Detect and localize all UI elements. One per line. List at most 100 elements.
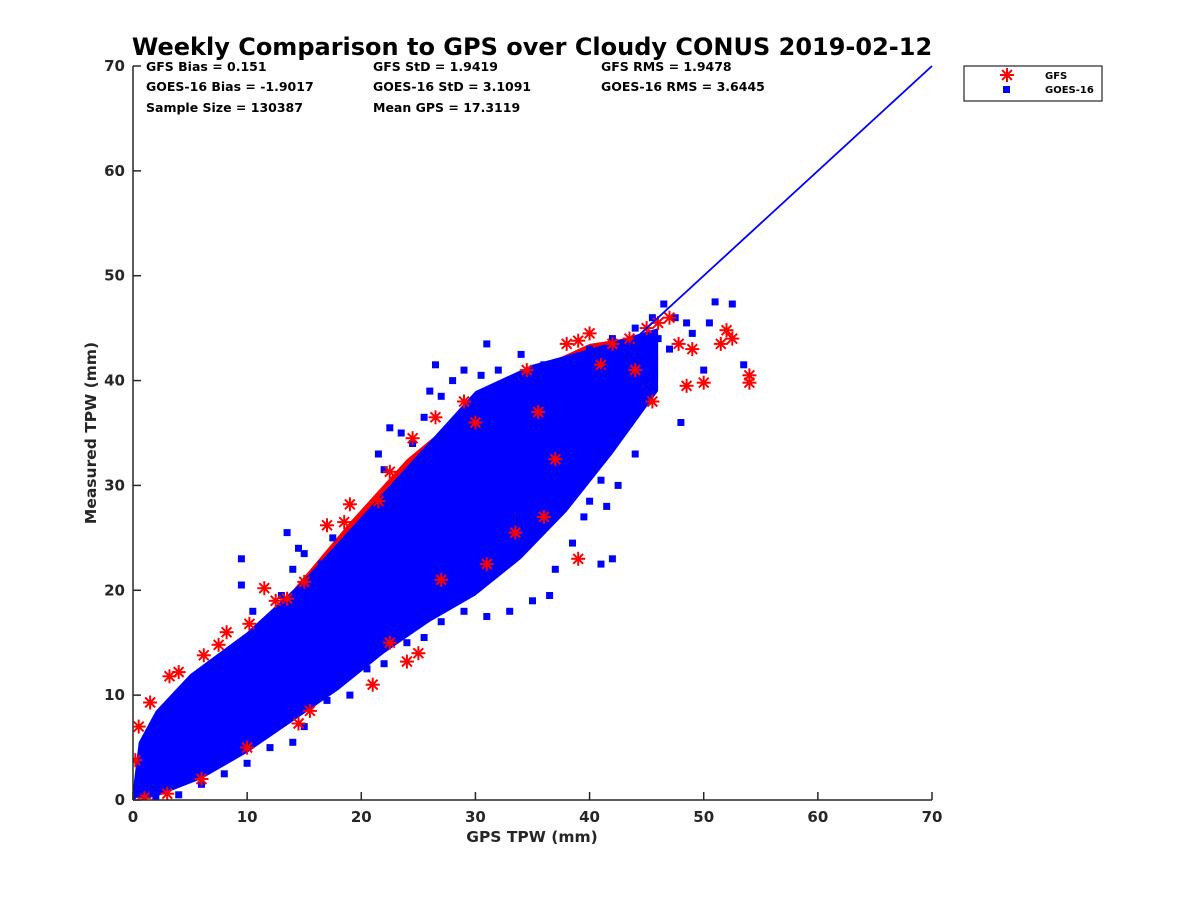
goes-point [152, 794, 160, 800]
gfs-point [679, 378, 694, 393]
gfs-point [671, 336, 686, 351]
gfs-point-stroke [429, 411, 442, 423]
goes-point [220, 723, 228, 731]
goes-point [586, 497, 594, 505]
y-axis-label: Measured TPW (mm) [82, 342, 100, 524]
gfs-point-stroke [572, 553, 584, 565]
goes-point [283, 529, 291, 537]
legend-gfs-asterisk-stroke [1001, 69, 1013, 81]
gfs-point [133, 719, 146, 734]
gfs-point [143, 695, 158, 710]
goes-point [586, 345, 594, 353]
gfs-point [411, 646, 426, 661]
goes-point [323, 696, 331, 704]
gfs-point [268, 593, 283, 608]
gfs-point [696, 375, 711, 390]
chart-title: Weekly Comparison to GPS over Cloudy CON… [132, 33, 932, 61]
y-tick-label: 40 [104, 372, 125, 390]
goes-point [631, 324, 639, 332]
goes-point [551, 565, 559, 573]
gfs-point-stroke [606, 338, 619, 350]
goes-point [237, 555, 245, 563]
goes-point [437, 618, 445, 626]
gfs-point [457, 394, 471, 409]
x-tick-label: 20 [351, 808, 372, 826]
gfs-point [645, 394, 660, 409]
gfs-point [508, 525, 523, 540]
gfs-point-stroke [384, 466, 396, 478]
stat-gfs-rms: GFS RMS = 1.9478 [601, 59, 732, 74]
gfs-point [434, 572, 449, 587]
goes-point [420, 634, 428, 641]
legend-label-gfs: GFS [1045, 71, 1067, 82]
gfs-point-stroke [509, 526, 522, 539]
goes-point [198, 686, 205, 694]
goes-point [608, 555, 616, 563]
gfs-point-stroke [595, 359, 607, 371]
goes-point [506, 607, 514, 615]
goes-point [140, 765, 148, 772]
goes-point [386, 424, 394, 432]
legend: GFS GOES-16 [963, 65, 1103, 102]
gfs-point [582, 326, 597, 341]
gfs-point-stroke [401, 655, 413, 668]
x-tick-label: 30 [465, 808, 486, 826]
gfs-point-stroke [435, 574, 447, 586]
gfs-point-stroke [161, 788, 173, 800]
goes-point [740, 361, 748, 369]
goes-point [420, 413, 428, 421]
stat-mean-gps: Mean GPS = 17.3119 [373, 100, 520, 115]
gfs-point-stroke [583, 327, 596, 340]
goes-point [397, 429, 405, 437]
gfs-point [133, 753, 143, 768]
gfs-point [297, 574, 312, 589]
gfs-point-stroke [243, 618, 256, 630]
gfs-point [662, 310, 677, 325]
goes-point [534, 429, 542, 437]
goes-point [614, 481, 622, 489]
goes-point [346, 691, 354, 699]
goes-point [414, 544, 422, 552]
goes-point [289, 565, 297, 573]
one-to-one-line [132, 65, 933, 801]
gfs-point-stroke [198, 649, 210, 661]
gfs-point-stroke [715, 338, 727, 350]
gfs-point [371, 494, 386, 509]
goes-point [317, 560, 325, 568]
gfs-point-stroke [195, 773, 208, 785]
goes-point [163, 717, 171, 725]
gfs-point-stroke [220, 626, 233, 638]
gfs-point-stroke [623, 332, 636, 345]
gfs-point-stroke [212, 639, 225, 651]
goes-point [426, 387, 434, 395]
gfs-point [405, 431, 420, 446]
x-tick-label: 40 [579, 808, 600, 826]
gfs-point-stroke [412, 647, 425, 659]
x-tick-label: 10 [237, 808, 258, 826]
goes-point [711, 298, 719, 306]
gfs-point [337, 515, 352, 530]
goes-point [180, 702, 188, 710]
gfs-point-stroke [521, 364, 533, 376]
goes-point [152, 744, 160, 752]
gfs-point [605, 336, 620, 351]
gfs-point [719, 323, 734, 338]
stat-gfs-std: GFS StD = 1.9419 [373, 59, 498, 74]
gfs-point-stroke [629, 364, 641, 376]
goes-point [517, 350, 525, 358]
goes-point [437, 392, 445, 400]
gfs-point-stroke [532, 406, 544, 418]
gfs-point-stroke [133, 720, 145, 733]
x-tick-label: 0 [128, 808, 138, 826]
legend-label-goes: GOES-16 [1045, 85, 1094, 96]
y-tick-label: 0 [115, 791, 125, 809]
goes-point [460, 607, 468, 615]
gfs-point [302, 703, 317, 718]
gfs-point-stroke [269, 595, 282, 607]
goes-point [277, 592, 285, 599]
goes-point [705, 319, 713, 327]
gfs-point-stroke [672, 338, 685, 350]
gfs-point-stroke [686, 343, 698, 355]
goes-point [494, 366, 502, 374]
goes-point [249, 607, 257, 615]
